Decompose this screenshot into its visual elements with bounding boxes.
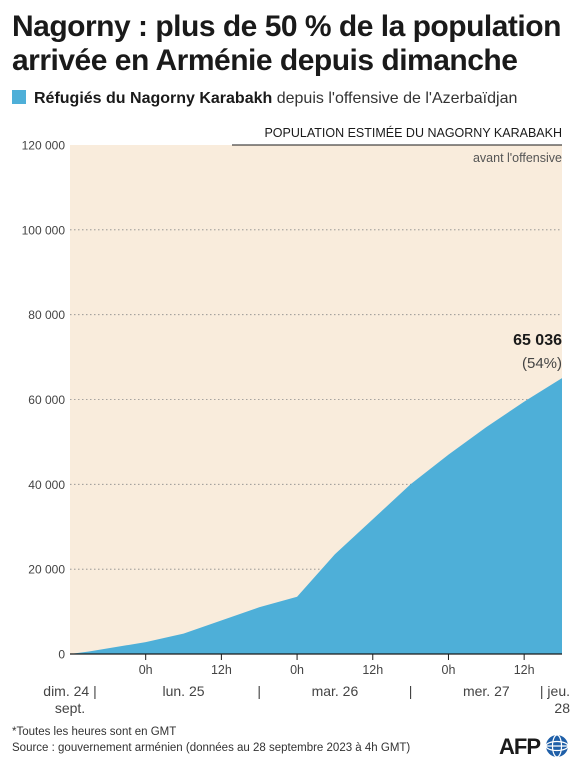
afp-logo: AFP xyxy=(499,731,571,766)
globe-icon xyxy=(545,734,569,758)
population-band-sublabel: avant l'offensive xyxy=(473,151,562,165)
x-tick-label: 12h xyxy=(211,663,232,677)
x-day-label: lun. 25 xyxy=(163,683,205,699)
annotation-value: 65 036 xyxy=(513,332,562,349)
x-day-label: mer. 27 xyxy=(463,683,510,699)
y-tick-label: 80 000 xyxy=(28,308,65,322)
x-day-label: sept. xyxy=(55,700,85,716)
x-tick-label: 0h xyxy=(442,663,456,677)
x-tick-label: 0h xyxy=(139,663,153,677)
y-tick-label: 0 xyxy=(58,648,65,662)
y-tick-label: 100 000 xyxy=(22,223,66,237)
x-day-label: | jeu. xyxy=(540,683,570,699)
x-day-label: dim. 24 | xyxy=(43,683,96,699)
population-band-label: POPULATION ESTIMÉE DU NAGORNY KARABAKH xyxy=(264,125,562,140)
legend-sublabel: depuis l'offensive de l'Azerbaïdjan xyxy=(276,90,518,107)
footer: *Toutes les heures sont en GMT Source : … xyxy=(12,724,410,756)
y-tick-label: 60 000 xyxy=(28,393,65,407)
footnote: *Toutes les heures sont en GMT xyxy=(12,726,177,738)
chart-title: Nagorny : plus de 50 % de la population … xyxy=(12,10,561,77)
source-line: Source : gouvernement arménien (données … xyxy=(12,742,411,754)
x-tick-label: 12h xyxy=(514,663,535,677)
annotation-percent: (54%) xyxy=(522,355,562,372)
x-tick-label: 0h xyxy=(290,663,304,677)
legend: Réfugiés du Nagorny Karabakh depuis l'of… xyxy=(12,89,517,109)
area-series xyxy=(70,378,562,654)
afp-logo-text: AFP xyxy=(499,734,540,759)
area-chart: POPULATION ESTIMÉE DU NAGORNY KARABAKH av… xyxy=(22,125,571,716)
x-day-label: mar. 26 xyxy=(312,683,359,699)
y-tick-label: 20 000 xyxy=(28,563,65,577)
x-tick-label: 12h xyxy=(362,663,383,677)
y-tick-label: 40 000 xyxy=(28,478,65,492)
x-day-label: | xyxy=(409,683,413,699)
y-tick-label: 120 000 xyxy=(22,139,66,153)
x-day-label: | xyxy=(257,683,261,699)
x-day-label: 28 xyxy=(554,700,570,716)
legend-label: Réfugiés du Nagorny Karabakh xyxy=(34,90,273,107)
legend-swatch xyxy=(12,90,26,104)
